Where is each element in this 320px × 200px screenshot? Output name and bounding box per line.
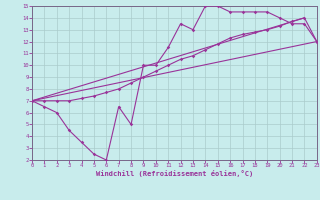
X-axis label: Windchill (Refroidissement éolien,°C): Windchill (Refroidissement éolien,°C) [96,170,253,177]
